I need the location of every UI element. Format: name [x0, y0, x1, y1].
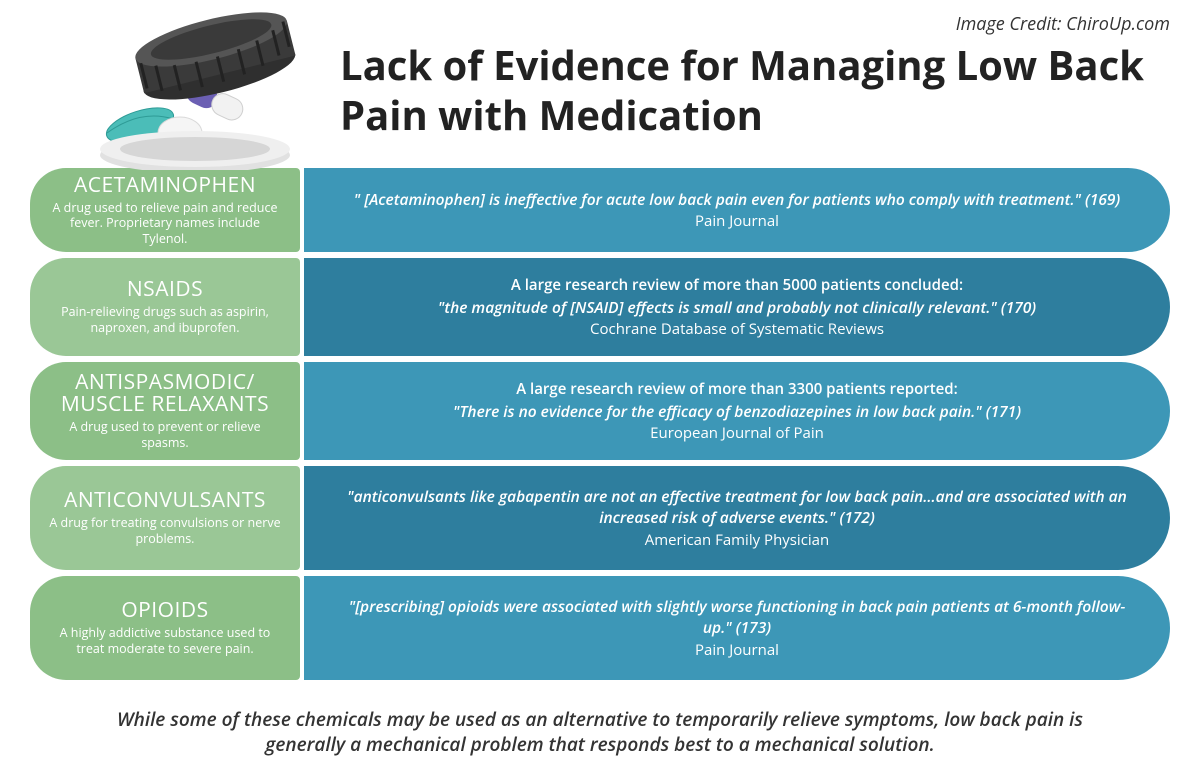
drug-desc: A drug used to relieve pain and reduce f… — [46, 200, 284, 247]
drug-desc: Pain-relieving drugs such as aspirin, na… — [46, 304, 284, 335]
row-nsaids: NSAIDS Pain-relieving drugs such as aspi… — [30, 258, 1170, 356]
drug-name: ANTISPASMODIC/ MUSCLE RELAXANTS — [46, 371, 284, 415]
quote-intro: A large research review of more than 500… — [511, 275, 963, 295]
drug-name: ACETAMINOPHEN — [74, 174, 256, 196]
drug-name: OPIOIDS — [121, 599, 208, 621]
drug-name: ANTICONVULSANTS — [64, 489, 266, 511]
drug-label: ACETAMINOPHEN A drug used to relieve pai… — [30, 168, 300, 252]
quote-text: "[prescribing] opioids were associated w… — [344, 596, 1130, 638]
quote-text: " [Acetaminophen] is ineffective for acu… — [354, 189, 1121, 210]
image-credit: Image Credit: ChiroUp.com — [956, 12, 1170, 36]
drug-quote: A large research review of more than 330… — [304, 362, 1170, 460]
row-acetaminophen: ACETAMINOPHEN A drug used to relieve pai… — [30, 168, 1170, 252]
quote-source: European Journal of Pain — [650, 423, 824, 443]
drug-desc: A highly addictive substance used to tre… — [46, 625, 284, 656]
drug-label: ANTICONVULSANTS A drug for treating conv… — [30, 466, 300, 570]
drug-label: NSAIDS Pain-relieving drugs such as aspi… — [30, 258, 300, 356]
drug-label: OPIOIDS A highly addictive substance use… — [30, 576, 300, 680]
drug-desc: A drug for treating convulsions or nerve… — [46, 515, 284, 546]
drug-quote: "[prescribing] opioids were associated w… — [304, 576, 1170, 680]
pill-bottle-icon — [85, 5, 305, 170]
drug-quote: A large research review of more than 500… — [304, 258, 1170, 356]
row-anticonvulsants: ANTICONVULSANTS A drug for treating conv… — [30, 466, 1170, 570]
medication-rows: ACETAMINOPHEN A drug used to relieve pai… — [30, 168, 1170, 686]
row-opioids: OPIOIDS A highly addictive substance use… — [30, 576, 1170, 680]
quote-text: "anticonvulsants like gabapentin are not… — [344, 486, 1130, 528]
drug-quote: "anticonvulsants like gabapentin are not… — [304, 466, 1170, 570]
drug-quote: " [Acetaminophen] is ineffective for acu… — [304, 168, 1170, 252]
quote-text: "There is no evidence for the efficacy o… — [453, 401, 1021, 422]
drug-name: NSAIDS — [127, 278, 203, 300]
drug-desc: A drug used to prevent or relieve spasms… — [46, 419, 284, 450]
quote-source: Cochrane Database of Systematic Reviews — [590, 319, 884, 339]
infographic-title: Lack of Evidence for Managing Low Back P… — [340, 40, 1170, 140]
drug-label: ANTISPASMODIC/ MUSCLE RELAXANTS A drug u… — [30, 362, 300, 460]
row-antispasmodic: ANTISPASMODIC/ MUSCLE RELAXANTS A drug u… — [30, 362, 1170, 460]
quote-source: Pain Journal — [695, 211, 779, 231]
quote-text: "the magnitude of [NSAID] effects is sma… — [438, 297, 1036, 318]
quote-source: American Family Physician — [645, 530, 829, 550]
footer-note: While some of these chemicals may be use… — [80, 707, 1120, 758]
quote-intro: A large research review of more than 330… — [516, 379, 958, 399]
quote-source: Pain Journal — [695, 640, 779, 660]
